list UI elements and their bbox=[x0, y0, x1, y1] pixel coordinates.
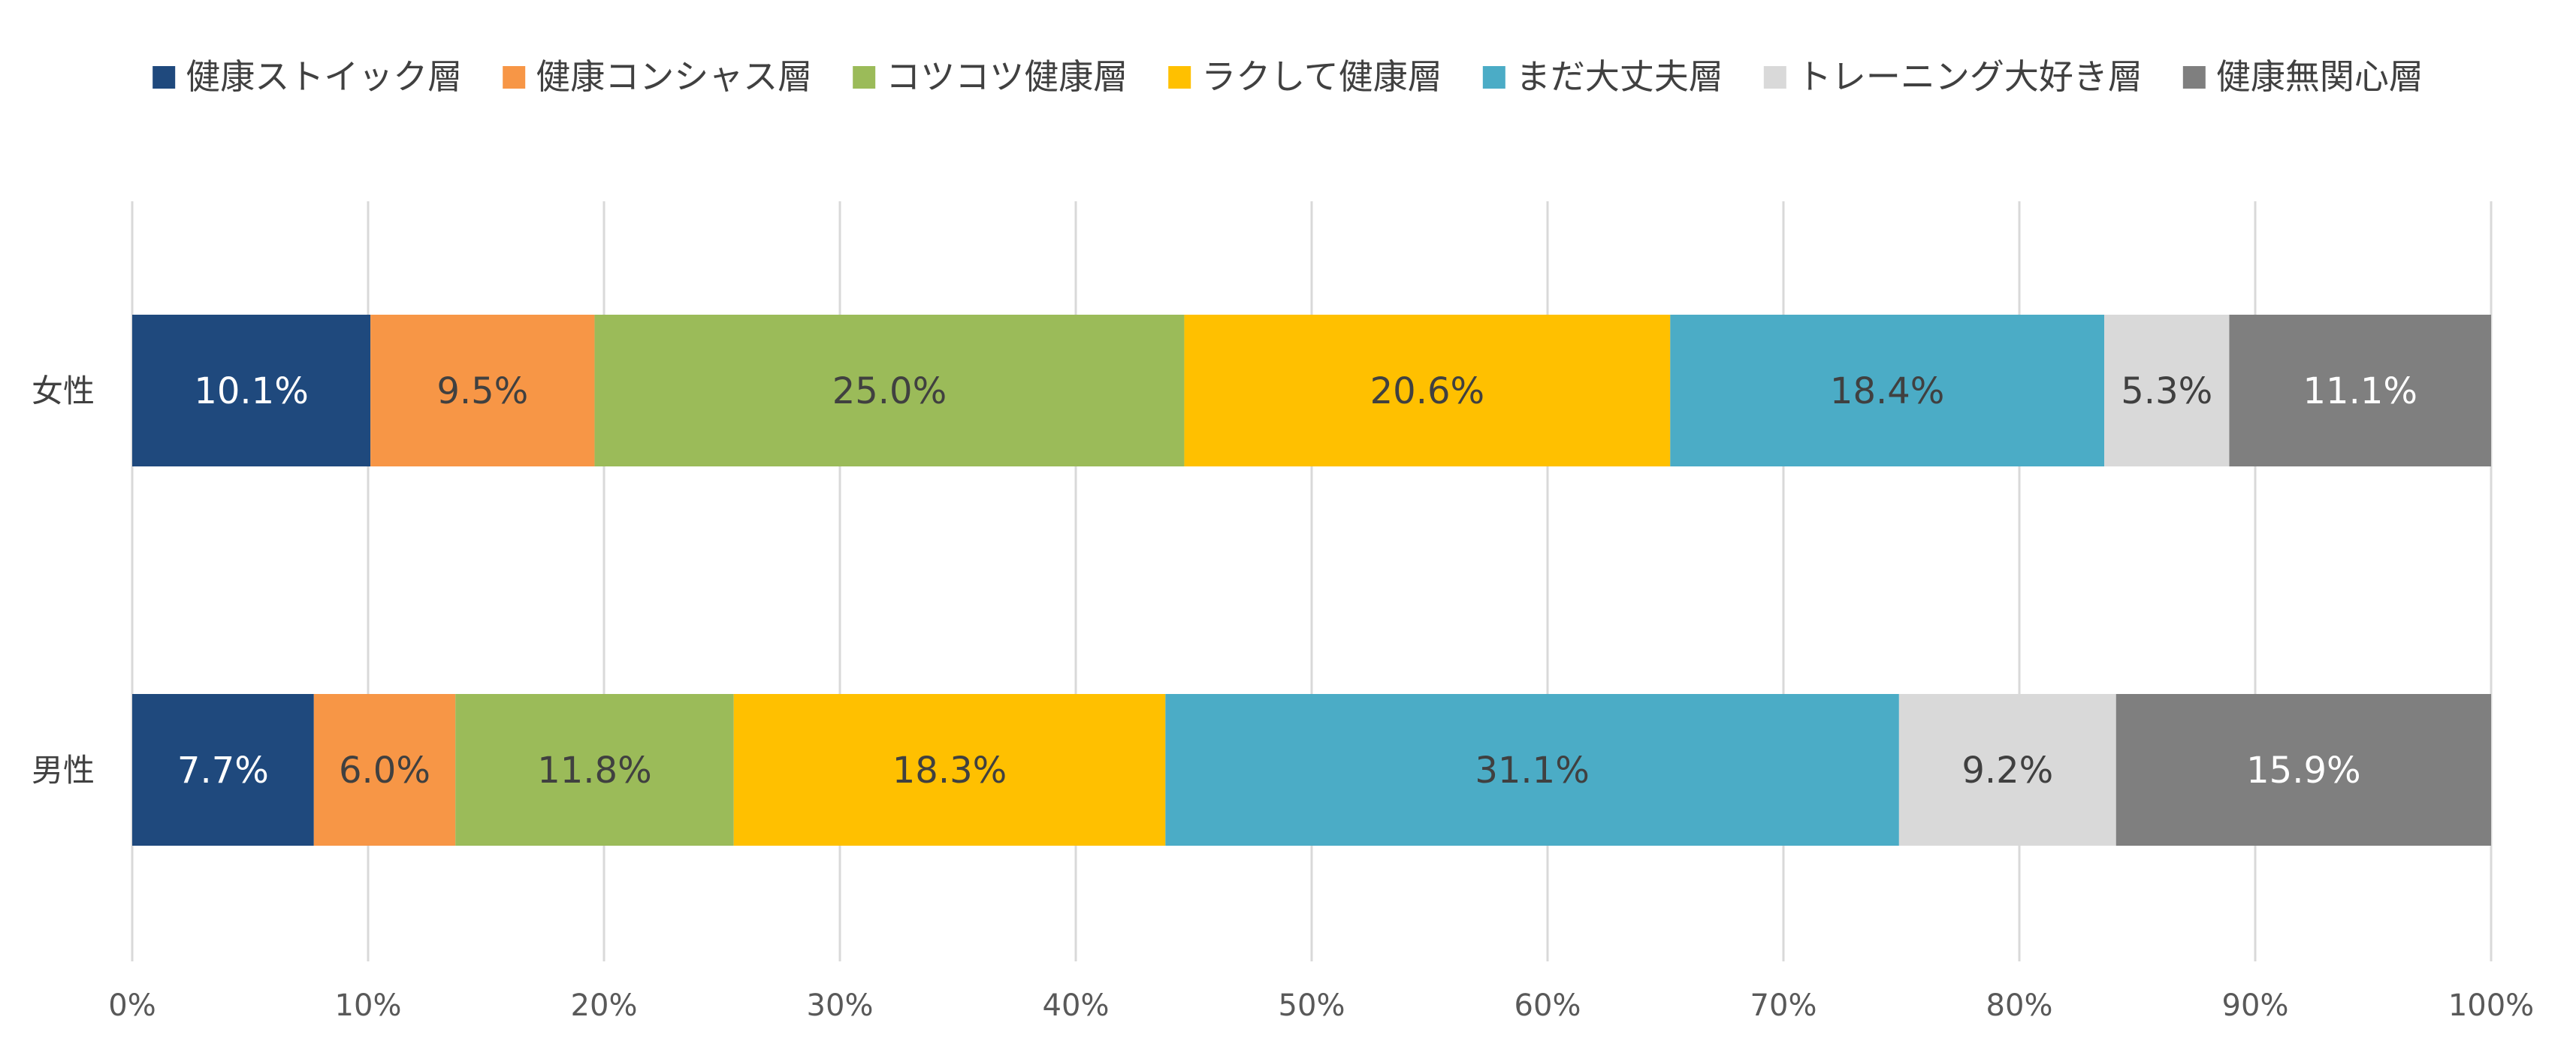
x-tick-label: 20% bbox=[571, 988, 638, 1023]
data-label: 11.1% bbox=[2303, 370, 2417, 412]
data-label: 31.1% bbox=[1475, 750, 1589, 792]
legend-swatch bbox=[153, 66, 176, 89]
bar-segment bbox=[1670, 315, 2105, 466]
bar-segment bbox=[132, 694, 314, 846]
legend-swatch bbox=[853, 66, 876, 89]
data-label: 11.8% bbox=[537, 750, 651, 792]
legend-item: 健康コンシャス層 bbox=[503, 56, 812, 97]
data-label: 10.1% bbox=[194, 370, 308, 412]
x-axis-ticks: 0% 10% 20% 30% 40% 50% 60% 70% 80% 90% 100% bbox=[108, 988, 2534, 1023]
legend-item: コツコツ健康層 bbox=[853, 56, 1128, 97]
data-label: 9.5% bbox=[436, 370, 528, 412]
legend-label: コツコツ健康層 bbox=[886, 56, 1128, 97]
category-label: 男性 bbox=[32, 752, 95, 789]
data-label: 20.6% bbox=[1370, 370, 1484, 412]
data-label: 9.2% bbox=[1961, 750, 2053, 792]
x-tick-label: 0% bbox=[108, 988, 156, 1023]
legend-label: 健康コンシャス層 bbox=[536, 56, 812, 97]
data-label: 25.0% bbox=[832, 370, 947, 412]
legend-item: 健康無関心層 bbox=[2182, 56, 2423, 97]
bar-segment bbox=[1184, 315, 1671, 466]
x-tick-label: 40% bbox=[1043, 988, 1110, 1023]
legend-swatch bbox=[1763, 66, 1786, 89]
bar-segment bbox=[2104, 315, 2230, 466]
data-label: 5.3% bbox=[2121, 370, 2212, 412]
x-tick-label: 50% bbox=[1279, 988, 1345, 1023]
bar-segment bbox=[1898, 694, 2116, 846]
x-tick-label: 60% bbox=[1514, 988, 1581, 1023]
x-tick-label: 70% bbox=[1750, 988, 1817, 1023]
legend-item: 健康ストイック層 bbox=[153, 56, 462, 97]
bar-segment bbox=[313, 694, 456, 846]
bar-segment bbox=[370, 315, 595, 466]
bar-segment bbox=[2115, 694, 2491, 846]
legend-label: トレーニング大好き層 bbox=[1797, 56, 2143, 97]
legend-item: ラクして健康層 bbox=[1168, 56, 1442, 97]
bars: 10.1% 9.5% 25.0% 20.6% 18.4% 5.3% 11.1% 7.7% 6.0… bbox=[132, 315, 2491, 846]
x-tick-label: 90% bbox=[2222, 988, 2289, 1023]
bar-segment bbox=[733, 694, 1166, 846]
legend-swatch bbox=[1482, 66, 1505, 89]
legend-label: 健康ストイック層 bbox=[186, 56, 462, 97]
legend-label: 健康無関心層 bbox=[2216, 56, 2423, 97]
bar-segment bbox=[132, 315, 371, 466]
legend-swatch bbox=[503, 66, 526, 89]
legend-swatch bbox=[2182, 66, 2206, 89]
data-label: 6.0% bbox=[339, 750, 430, 792]
legend-item: まだ大丈夫層 bbox=[1482, 56, 1723, 97]
data-label: 18.4% bbox=[1830, 370, 1944, 412]
bar-segment bbox=[594, 315, 1185, 466]
category-label: 女性 bbox=[32, 373, 95, 409]
data-label: 18.3% bbox=[892, 750, 1007, 792]
data-label: 7.7% bbox=[177, 750, 269, 792]
x-tick-label: 80% bbox=[1986, 988, 2053, 1023]
bar-segment bbox=[455, 694, 734, 846]
x-tick-label: 100% bbox=[2448, 988, 2534, 1023]
legend-label: まだ大丈夫層 bbox=[1516, 56, 1723, 97]
data-label: 15.9% bbox=[2246, 750, 2360, 792]
legend-label: ラクして健康層 bbox=[1201, 56, 1442, 97]
legend-item: トレーニング大好き層 bbox=[1763, 56, 2143, 97]
bar-segment bbox=[1165, 694, 1899, 846]
legend-swatch bbox=[1168, 66, 1191, 89]
x-tick-label: 30% bbox=[807, 988, 874, 1023]
legend: 健康ストイック層 健康コンシャス層 コツコツ健康層 ラクして健康層 まだ大丈夫層 トレーニ… bbox=[153, 56, 2423, 97]
x-tick-label: 10% bbox=[335, 988, 402, 1023]
bar-segment bbox=[2229, 315, 2491, 466]
